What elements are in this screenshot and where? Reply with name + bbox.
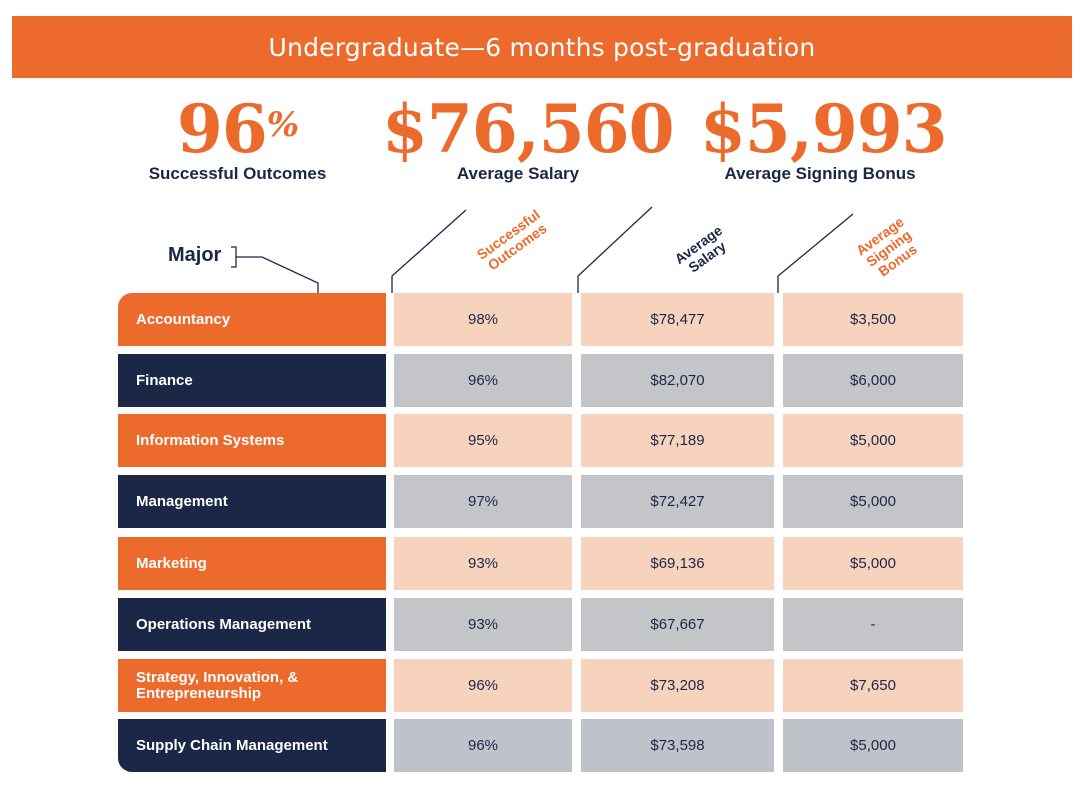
major-column-header: Major [168,244,222,266]
table-row: Management 97% $72,427 $5,000 [118,475,963,528]
outcomes-cell: 96% [394,659,572,712]
stat-outcomes: 96% Successful Outcomes [140,90,335,184]
major-cell: Marketing [118,537,386,590]
outcomes-cell: 98% [394,293,572,346]
bonus-cell: $5,000 [783,414,963,467]
salary-cell: $73,598 [581,719,774,772]
major-cell: Finance [118,354,386,407]
table-row: Information Systems 95% $77,189 $5,000 [118,414,963,467]
outcomes-cell: 95% [394,414,572,467]
stat-outcomes-label: Successful Outcomes [148,164,327,183]
bonus-cell: $3,500 [783,293,963,346]
column-header-salary: Average Salary [671,221,729,276]
major-bracket [231,246,237,268]
major-cell: Strategy, Innovation, & Entrepreneurship [118,659,386,712]
bonus-cell: $5,000 [783,475,963,528]
outcomes-cell: 93% [394,598,572,651]
stat-outcomes-value: 96% [176,90,299,168]
major-cell: Supply Chain Management [118,719,386,772]
table-row: Supply Chain Management 96% $73,598 $5,000 [118,719,963,772]
salary-cell: $72,427 [581,475,774,528]
bonus-cell: $6,000 [783,354,963,407]
bonus-cell: - [783,598,963,651]
salary-cell: $69,136 [581,537,774,590]
stat-bonus: $5,993 Average Signing Bonus [700,90,948,184]
table-row: Accountancy 98% $78,477 $3,500 [118,293,963,346]
table-row: Marketing 93% $69,136 $5,000 [118,537,963,590]
salary-cell: $73,208 [581,659,774,712]
stat-bonus-value: $5,993 [700,90,948,168]
table-row: Finance 96% $82,070 $6,000 [118,354,963,407]
outcomes-cell: 93% [394,537,572,590]
column-header-outcomes: Successful Outcomes [473,206,550,274]
bonus-cell: $5,000 [783,719,963,772]
bonus-cell: $7,650 [783,659,963,712]
column-header-bonus: Average Signing Bonus [853,213,920,280]
major-cell: Operations Management [118,598,386,651]
stat-bonus-label: Average Signing Bonus [724,164,916,183]
salary-cell: $67,667 [581,598,774,651]
table-row: Strategy, Innovation, & Entrepreneurship 9… [118,659,963,712]
table-row: Operations Management 93% $67,667- [118,598,963,651]
divider-salary [577,206,653,293]
divider-outcomes [391,209,467,293]
outcomes-cell: 97% [394,475,572,528]
stat-salary-label: Average Salary [456,164,580,183]
banner-title: Undergraduate—6 months post-graduation [268,32,816,62]
header-banner: Undergraduate—6 months post-graduation [12,16,1072,78]
salary-cell: $77,189 [581,414,774,467]
salary-cell: $78,477 [581,293,774,346]
major-cell: Accountancy [118,293,386,346]
salary-cell: $82,070 [581,354,774,407]
major-cell: Management [118,475,386,528]
outcomes-cell: 96% [394,354,572,407]
stat-salary-value: $76,560 [382,90,675,168]
outcomes-cell: 96% [394,719,572,772]
major-cell: Information Systems [118,414,386,467]
bonus-cell: $5,000 [783,537,963,590]
stat-salary: $76,560 Average Salary [382,90,675,184]
major-connector-line [236,256,319,293]
